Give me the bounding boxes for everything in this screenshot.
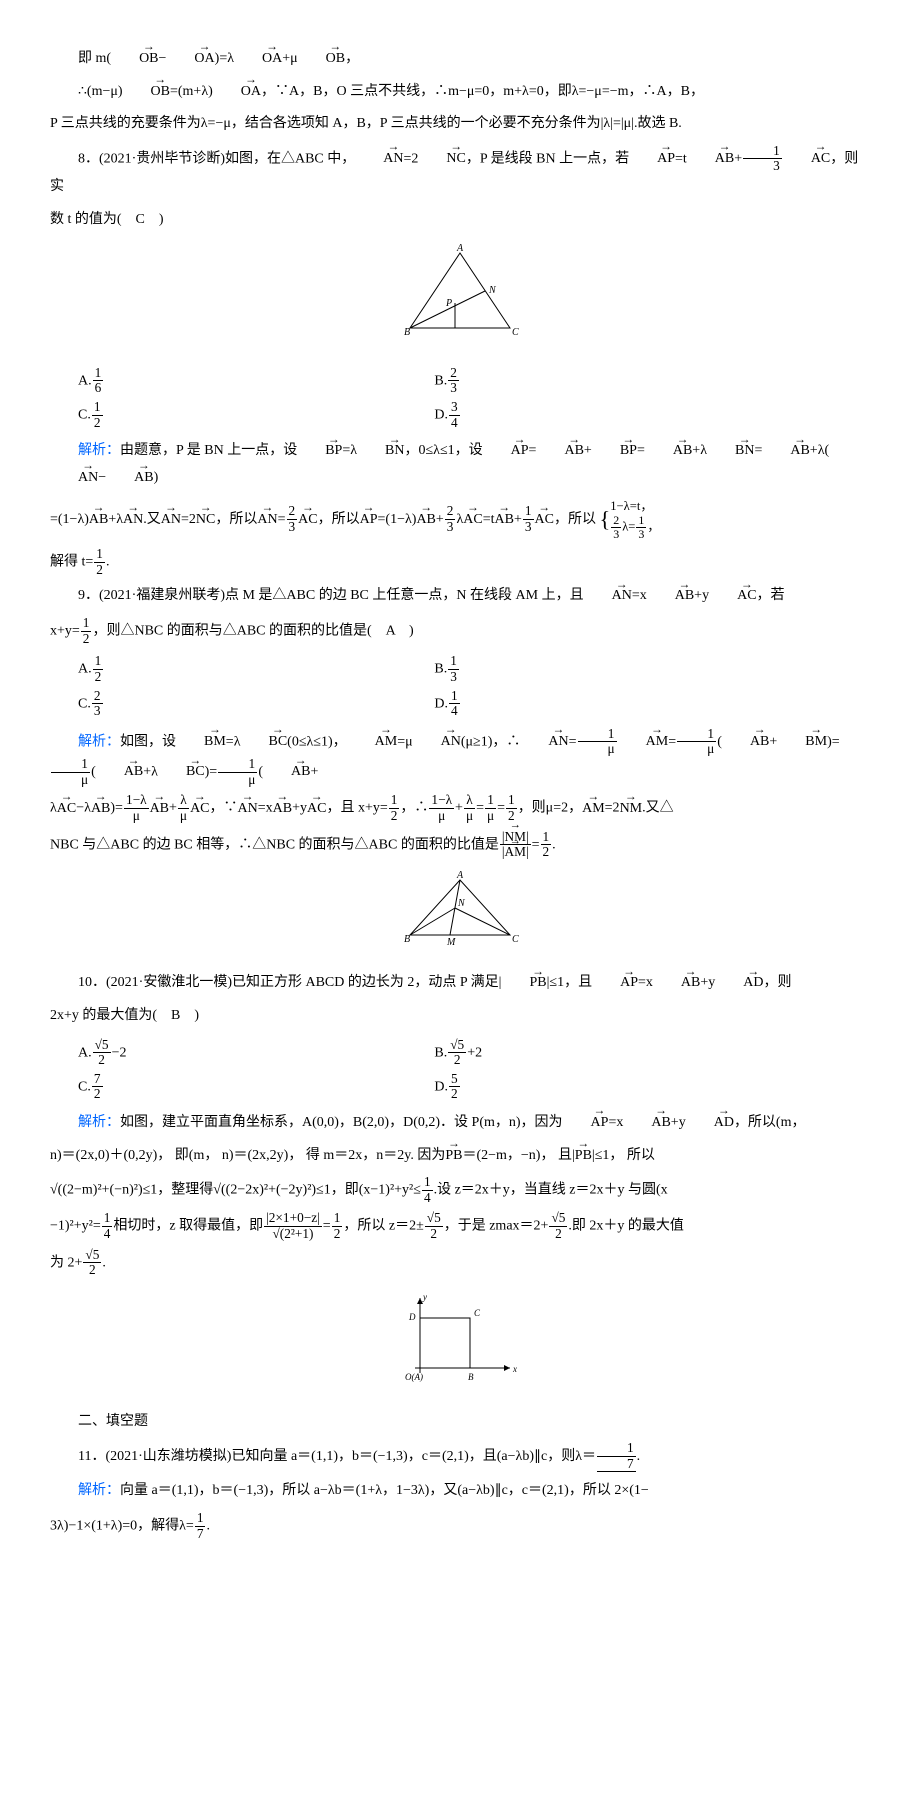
svg-text:N: N (457, 898, 466, 909)
q8-ans2: =(1−λ)AB+λAN.又AN=2NC，所以AN=23AC，所以AP=(1−λ… (50, 498, 870, 542)
q9-diagram: A B C M N (50, 870, 870, 961)
svg-text:O(A): O(A) (405, 1372, 423, 1382)
svg-text:A: A (456, 870, 464, 881)
q10-stem: 10．(2021·安徽淮北一模)已知正方形 ABCD 的边长为 2，动点 P 满… (50, 970, 870, 997)
q11-ans2: 3λ)−1×(1+λ)=0，解得λ=17. (50, 1511, 870, 1541)
q10-ans3: √((2−m)²+(−n)²)≤1，整理得√((2−2x)²+(−2y)²)≤1… (50, 1175, 870, 1205)
svg-text:x: x (512, 1364, 517, 1374)
q10-ans4: −1)²+y²=14相切时，z 取得最值，即|2×1+0−z|√(2²+1)=1… (50, 1211, 870, 1241)
svg-text:M: M (446, 937, 456, 948)
q8-ans1: 解析：由题意，P 是 BN 上一点，设BP=λBN，0≤λ≤1，设AP=AB+B… (50, 438, 870, 491)
q9-ans2: λAC−λAB)=1−λμAB+λμAC，∵AN=xAB+yAC，且 x+y=1… (50, 793, 870, 823)
q10-ans2: n)＝(2x,0)＋(0,2y)， 即(m， n)＝(2x,2y)， 得 m＝2… (50, 1143, 870, 1170)
q10-stem2: 2x+y 的最大值为( B ) (50, 1003, 870, 1030)
q9-options: A.12 B.13 C.23 D.14 (78, 652, 870, 721)
q8-stem: 8．(2021·贵州毕节诊断)如图，在△ABC 中，AN=2NC，P 是线段 B… (50, 144, 870, 201)
q10-ans5: 为 2+√52. (50, 1248, 870, 1278)
q10-diagram: O(A) B C D x y (50, 1288, 870, 1399)
svg-text:N: N (488, 285, 497, 296)
svg-text:C: C (474, 1308, 481, 1318)
q9-ans1: 解析：如图，设BM=λBC(0≤λ≤1)，AM=μAN(μ≥1)，∴AN=1μA… (50, 727, 870, 788)
svg-text:B: B (404, 327, 410, 338)
svg-text:B: B (404, 934, 410, 945)
q7-line2: ∴(m−μ)OB=(m+λ)OA，∵A，B，O 三点不共线，∴m−μ=0，m+λ… (50, 79, 870, 106)
q10-options: A.√52−2 B.√52+2 C.72 D.52 (78, 1036, 870, 1105)
svg-text:B: B (468, 1372, 474, 1382)
q7-line3: P 三点共线的充要条件为λ=−μ，结合各选项知 A，B，P 三点共线的一个必要不… (50, 111, 870, 138)
svg-text:D: D (408, 1312, 416, 1322)
q9-stem2: x+y=12，则△NBC 的面积与△ABC 的面积的比值是( A ) (50, 616, 870, 646)
q10-ans1: 解析：如图，建立平面直角坐标系，A(0,0)，B(2,0)，D(0,2)．设 P… (50, 1110, 870, 1137)
q8-stem2: 数 t 的值为( C ) (50, 207, 870, 234)
q9-stem: 9．(2021·福建泉州联考)点 M 是△ABC 的边 BC 上任意一点，N 在… (50, 583, 870, 610)
svg-text:C: C (512, 934, 519, 945)
q7-line1: 即 m(OB−OA)=λOA+μOB， (50, 46, 870, 73)
svg-text:A: A (456, 243, 464, 254)
q8-options: A.16 B.23 C.12 D.34 (78, 364, 870, 433)
q8-diagram: A B C N P (50, 243, 870, 354)
svg-text:P: P (445, 298, 452, 309)
svg-text:C: C (512, 327, 519, 338)
svg-text:y: y (422, 1292, 427, 1302)
q9-ans3: NBC 与△ABC 的边 BC 相等，∴△NBC 的面积与△ABC 的面积的比值… (50, 830, 870, 860)
q11-stem: 11．(2021·山东潍坊模拟)已知向量 a＝(1,1)，b＝(−1,3)，c＝… (50, 1441, 870, 1472)
q11-ans1: 解析：向量 a＝(1,1)，b＝(−1,3)，所以 a−λb＝(1+λ，1−3λ… (50, 1478, 870, 1505)
section2-heading: 二、填空题 (50, 1409, 870, 1436)
